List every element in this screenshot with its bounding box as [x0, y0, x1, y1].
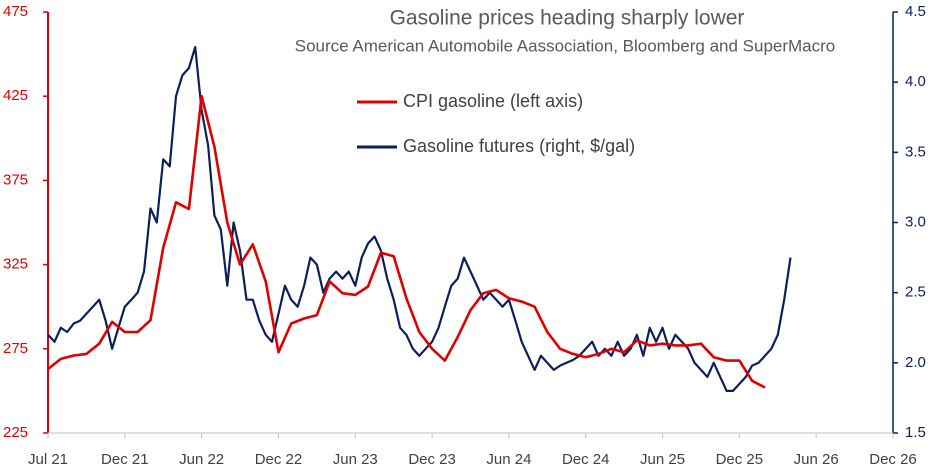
series-line: [47, 46, 792, 392]
y2-tick-label: 3.5: [905, 143, 926, 160]
y2-tick-label: 3.0: [905, 213, 926, 230]
x-tick-label: Jun 26: [794, 451, 839, 468]
x-tick-label: Dec 23: [408, 451, 456, 468]
legend-label: Gasoline futures (right, $/gal): [403, 136, 635, 156]
y2-tick-label: 4.5: [905, 3, 926, 20]
y-tick-label: 225: [3, 424, 28, 441]
y-tick-label: 375: [3, 171, 28, 188]
y-tick-label: 425: [3, 87, 28, 104]
series-line: [47, 94, 766, 389]
x-tick-label: Jul 21: [28, 451, 68, 468]
chart-title: Gasoline prices heading sharply lower: [390, 7, 745, 30]
y2-tick-label: 2.5: [905, 284, 926, 301]
y-tick-label: 475: [3, 3, 28, 20]
x-tick-label: Jun 23: [333, 451, 378, 468]
x-tick-label: Dec 22: [255, 451, 303, 468]
legend-label: CPI gasoline (left axis): [403, 91, 583, 111]
x-tick-label: Dec 26: [869, 451, 917, 468]
y-tick-label: 325: [3, 256, 28, 273]
x-tick-label: Dec 21: [101, 451, 149, 468]
y-tick-label: 275: [3, 340, 28, 357]
chart-subtitle: Source American Automobile Aassociation,…: [295, 36, 836, 55]
x-tick-label: Jun 25: [640, 451, 685, 468]
y2-tick-label: 1.5: [905, 424, 926, 441]
x-tick-label: Dec 24: [562, 451, 610, 468]
x-tick-label: Jun 24: [486, 451, 531, 468]
y2-tick-label: 2.0: [905, 354, 926, 371]
y2-tick-label: 4.0: [905, 73, 926, 90]
x-tick-label: Jun 22: [179, 451, 224, 468]
x-tick-label: Dec 25: [716, 451, 764, 468]
